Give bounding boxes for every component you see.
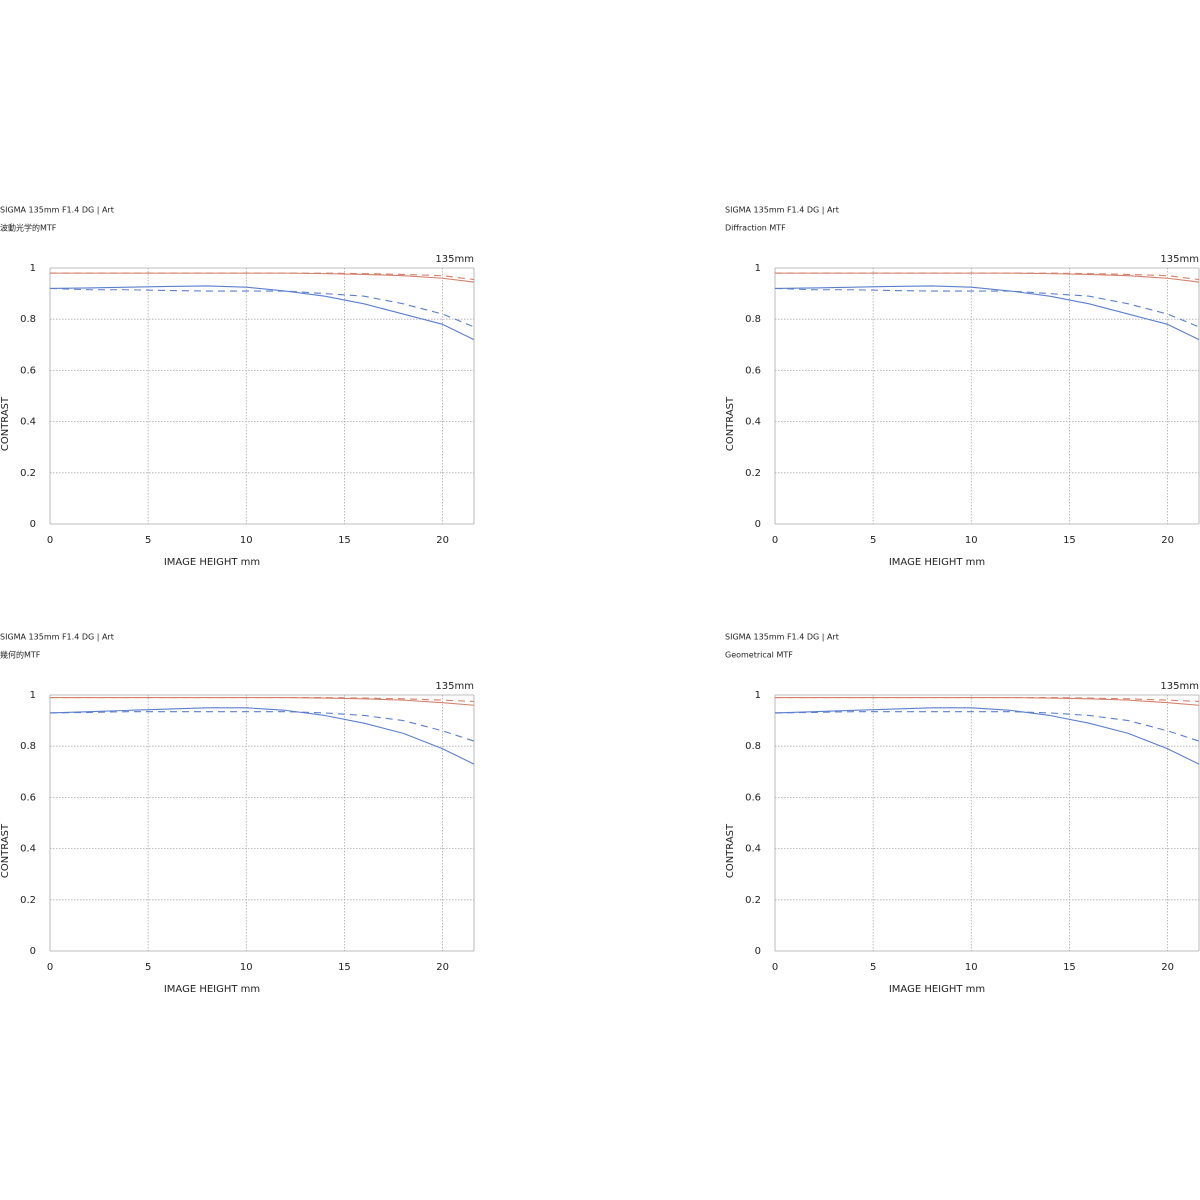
chart-subtitle: 波動光学的MTF bbox=[0, 223, 57, 233]
y-tick-label: 0.2 bbox=[20, 468, 36, 479]
chart-subtitle: Diffraction MTF bbox=[725, 224, 786, 233]
chart-subtitle: 幾何的MTF bbox=[0, 650, 41, 660]
y-tick-label: 0.8 bbox=[20, 741, 36, 752]
x-tick-label: 15 bbox=[1063, 962, 1076, 973]
x-axis-label: IMAGE HEIGHT mm bbox=[164, 984, 260, 995]
mtf-curve bbox=[49, 711, 475, 742]
x-tick-label: 10 bbox=[965, 962, 978, 973]
mtf-curve bbox=[774, 711, 1200, 742]
x-tick-label: 15 bbox=[1063, 535, 1076, 546]
x-tick-label: 0 bbox=[47, 535, 53, 546]
y-axis-label: CONTRAST bbox=[725, 823, 736, 878]
y-axis-label: CONTRAST bbox=[0, 823, 11, 878]
y-tick-label: 0.4 bbox=[745, 844, 761, 855]
x-tick-label: 0 bbox=[47, 962, 53, 973]
chart-title: SIGMA 135mm F1.4 DG | Art bbox=[725, 206, 839, 215]
y-tick-label: 0 bbox=[30, 519, 36, 530]
x-axis-label: IMAGE HEIGHT mm bbox=[889, 557, 985, 568]
y-tick-label: 1 bbox=[30, 263, 36, 274]
focal-length-label: 135mm bbox=[1160, 681, 1199, 692]
y-tick-label: 0.2 bbox=[20, 895, 36, 906]
mtf-curve bbox=[774, 285, 1200, 341]
y-axis-label: CONTRAST bbox=[725, 396, 736, 451]
x-tick-label: 20 bbox=[436, 962, 449, 973]
x-axis-label: IMAGE HEIGHT mm bbox=[164, 557, 260, 568]
y-tick-label: 0 bbox=[755, 946, 761, 957]
y-tick-label: 0.4 bbox=[745, 417, 761, 428]
x-tick-label: 0 bbox=[772, 962, 778, 973]
mtf-chart: SIGMA 135mm F1.4 DG | Art Geometrical MTF… bbox=[725, 633, 1200, 995]
mtf-curve bbox=[775, 272, 1200, 283]
x-tick-label: 20 bbox=[1161, 962, 1174, 973]
y-tick-label: 0.4 bbox=[20, 844, 36, 855]
mtf-curve bbox=[49, 707, 475, 765]
y-tick-label: 0.6 bbox=[20, 792, 36, 803]
y-tick-label: 0 bbox=[755, 519, 761, 530]
y-tick-label: 0 bbox=[30, 946, 36, 957]
x-tick-label: 10 bbox=[240, 535, 253, 546]
x-tick-label: 5 bbox=[145, 962, 151, 973]
chart-subtitle: Geometrical MTF bbox=[725, 651, 793, 660]
mtf-curve bbox=[50, 272, 475, 283]
x-tick-label: 20 bbox=[1161, 535, 1174, 546]
x-tick-label: 15 bbox=[338, 962, 351, 973]
mtf-curve bbox=[50, 697, 475, 706]
y-tick-label: 0.6 bbox=[745, 365, 761, 376]
y-tick-label: 0.8 bbox=[745, 741, 761, 752]
y-tick-label: 0.8 bbox=[745, 314, 761, 325]
focal-length-label: 135mm bbox=[1160, 254, 1199, 265]
y-tick-label: 1 bbox=[755, 263, 761, 274]
x-tick-label: 10 bbox=[240, 962, 253, 973]
mtf-curve bbox=[774, 707, 1200, 765]
y-tick-label: 0.4 bbox=[20, 417, 36, 428]
mtf-chart: SIGMA 135mm F1.4 DG | Art 幾何的MTF 135mm 0 0.2… bbox=[0, 633, 475, 995]
mtf-curve bbox=[775, 697, 1200, 706]
y-tick-label: 1 bbox=[755, 690, 761, 701]
mtf-curve bbox=[49, 285, 475, 341]
x-tick-label: 0 bbox=[772, 535, 778, 546]
mtf-curve bbox=[49, 287, 475, 328]
y-tick-label: 1 bbox=[30, 690, 36, 701]
y-tick-label: 0.6 bbox=[20, 365, 36, 376]
chart-title: SIGMA 135mm F1.4 DG | Art bbox=[0, 633, 114, 642]
focal-length-label: 135mm bbox=[435, 681, 474, 692]
chart-title: SIGMA 135mm F1.4 DG | Art bbox=[0, 206, 114, 215]
mtf-chart: SIGMA 135mm F1.4 DG | Art波動光学的MTF135mm00… bbox=[0, 206, 475, 568]
y-axis-label: CONTRAST bbox=[0, 396, 11, 451]
y-tick-label: 0.8 bbox=[20, 314, 36, 325]
mtf-chart: SIGMA 135mm F1.4 DG | Art Diffraction MTF… bbox=[725, 206, 1200, 568]
chart-title: SIGMA 135mm F1.4 DG | Art bbox=[725, 633, 839, 642]
y-tick-label: 0.6 bbox=[745, 792, 761, 803]
y-tick-label: 0.2 bbox=[745, 895, 761, 906]
y-tick-label: 0.2 bbox=[745, 468, 761, 479]
x-tick-label: 5 bbox=[145, 535, 151, 546]
focal-length-label: 135mm bbox=[435, 254, 474, 265]
x-tick-label: 5 bbox=[870, 535, 876, 546]
x-tick-label: 15 bbox=[338, 535, 351, 546]
x-tick-label: 20 bbox=[436, 535, 449, 546]
mtf-curve bbox=[774, 287, 1200, 328]
x-tick-label: 10 bbox=[965, 535, 978, 546]
x-tick-label: 5 bbox=[870, 962, 876, 973]
x-axis-label: IMAGE HEIGHT mm bbox=[889, 984, 985, 995]
